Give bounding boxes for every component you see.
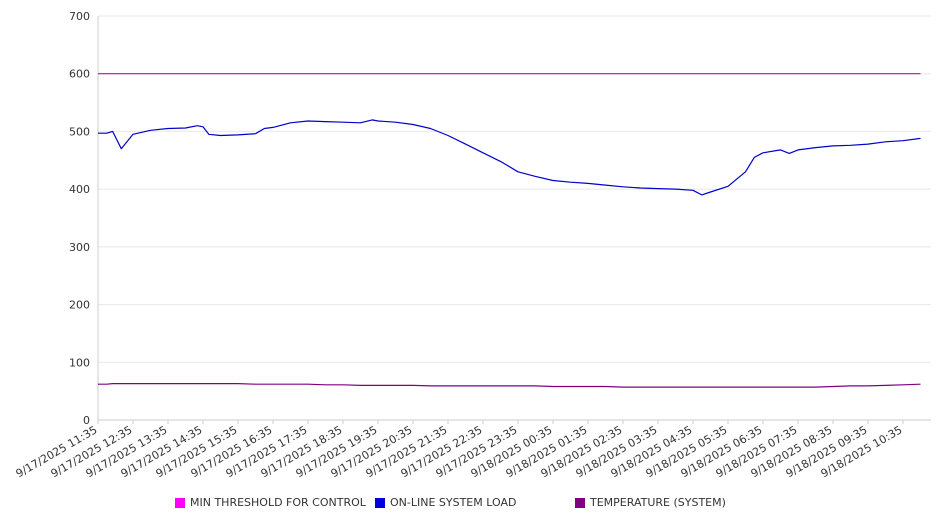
- legend-item-system-load: ON-LINE SYSTEM LOAD: [375, 496, 516, 509]
- y-tick-label: 500: [69, 125, 90, 138]
- x-axis-ticks: 9/17/2025 11:359/17/2025 12:359/17/2025 …: [14, 420, 905, 480]
- y-tick-label: 300: [69, 241, 90, 254]
- legend-item-min-threshold: MIN THRESHOLD FOR CONTROL: [175, 496, 366, 509]
- axes: [97, 16, 931, 421]
- y-tick-label: 0: [83, 414, 90, 427]
- y-tick-label: 200: [69, 299, 90, 312]
- y-axis-ticks: 0 100 200 300 400 500 600 700: [69, 10, 90, 427]
- series-line-temperature: [98, 383, 921, 388]
- series-line-system-load: [98, 119, 921, 196]
- grid: [98, 15, 931, 363]
- legend-item-temperature: TEMPERATURE (SYSTEM): [575, 496, 726, 509]
- series: [98, 73, 921, 388]
- legend-swatch-temperature: [575, 497, 585, 508]
- legend-label-temperature: TEMPERATURE (SYSTEM): [590, 496, 726, 509]
- legend-label-min-threshold: MIN THRESHOLD FOR CONTROL: [190, 496, 366, 509]
- y-tick-label: 700: [69, 10, 90, 23]
- legend-label-system-load: ON-LINE SYSTEM LOAD: [390, 496, 517, 509]
- legend: MIN THRESHOLD FOR CONTROL ON-LINE SYSTEM…: [0, 496, 946, 516]
- y-tick-label: 100: [69, 356, 90, 369]
- y-tick-label: 600: [69, 68, 90, 81]
- legend-swatch-system-load: [375, 497, 385, 508]
- legend-swatch-min-threshold: [175, 497, 185, 508]
- y-tick-label: 400: [69, 183, 90, 196]
